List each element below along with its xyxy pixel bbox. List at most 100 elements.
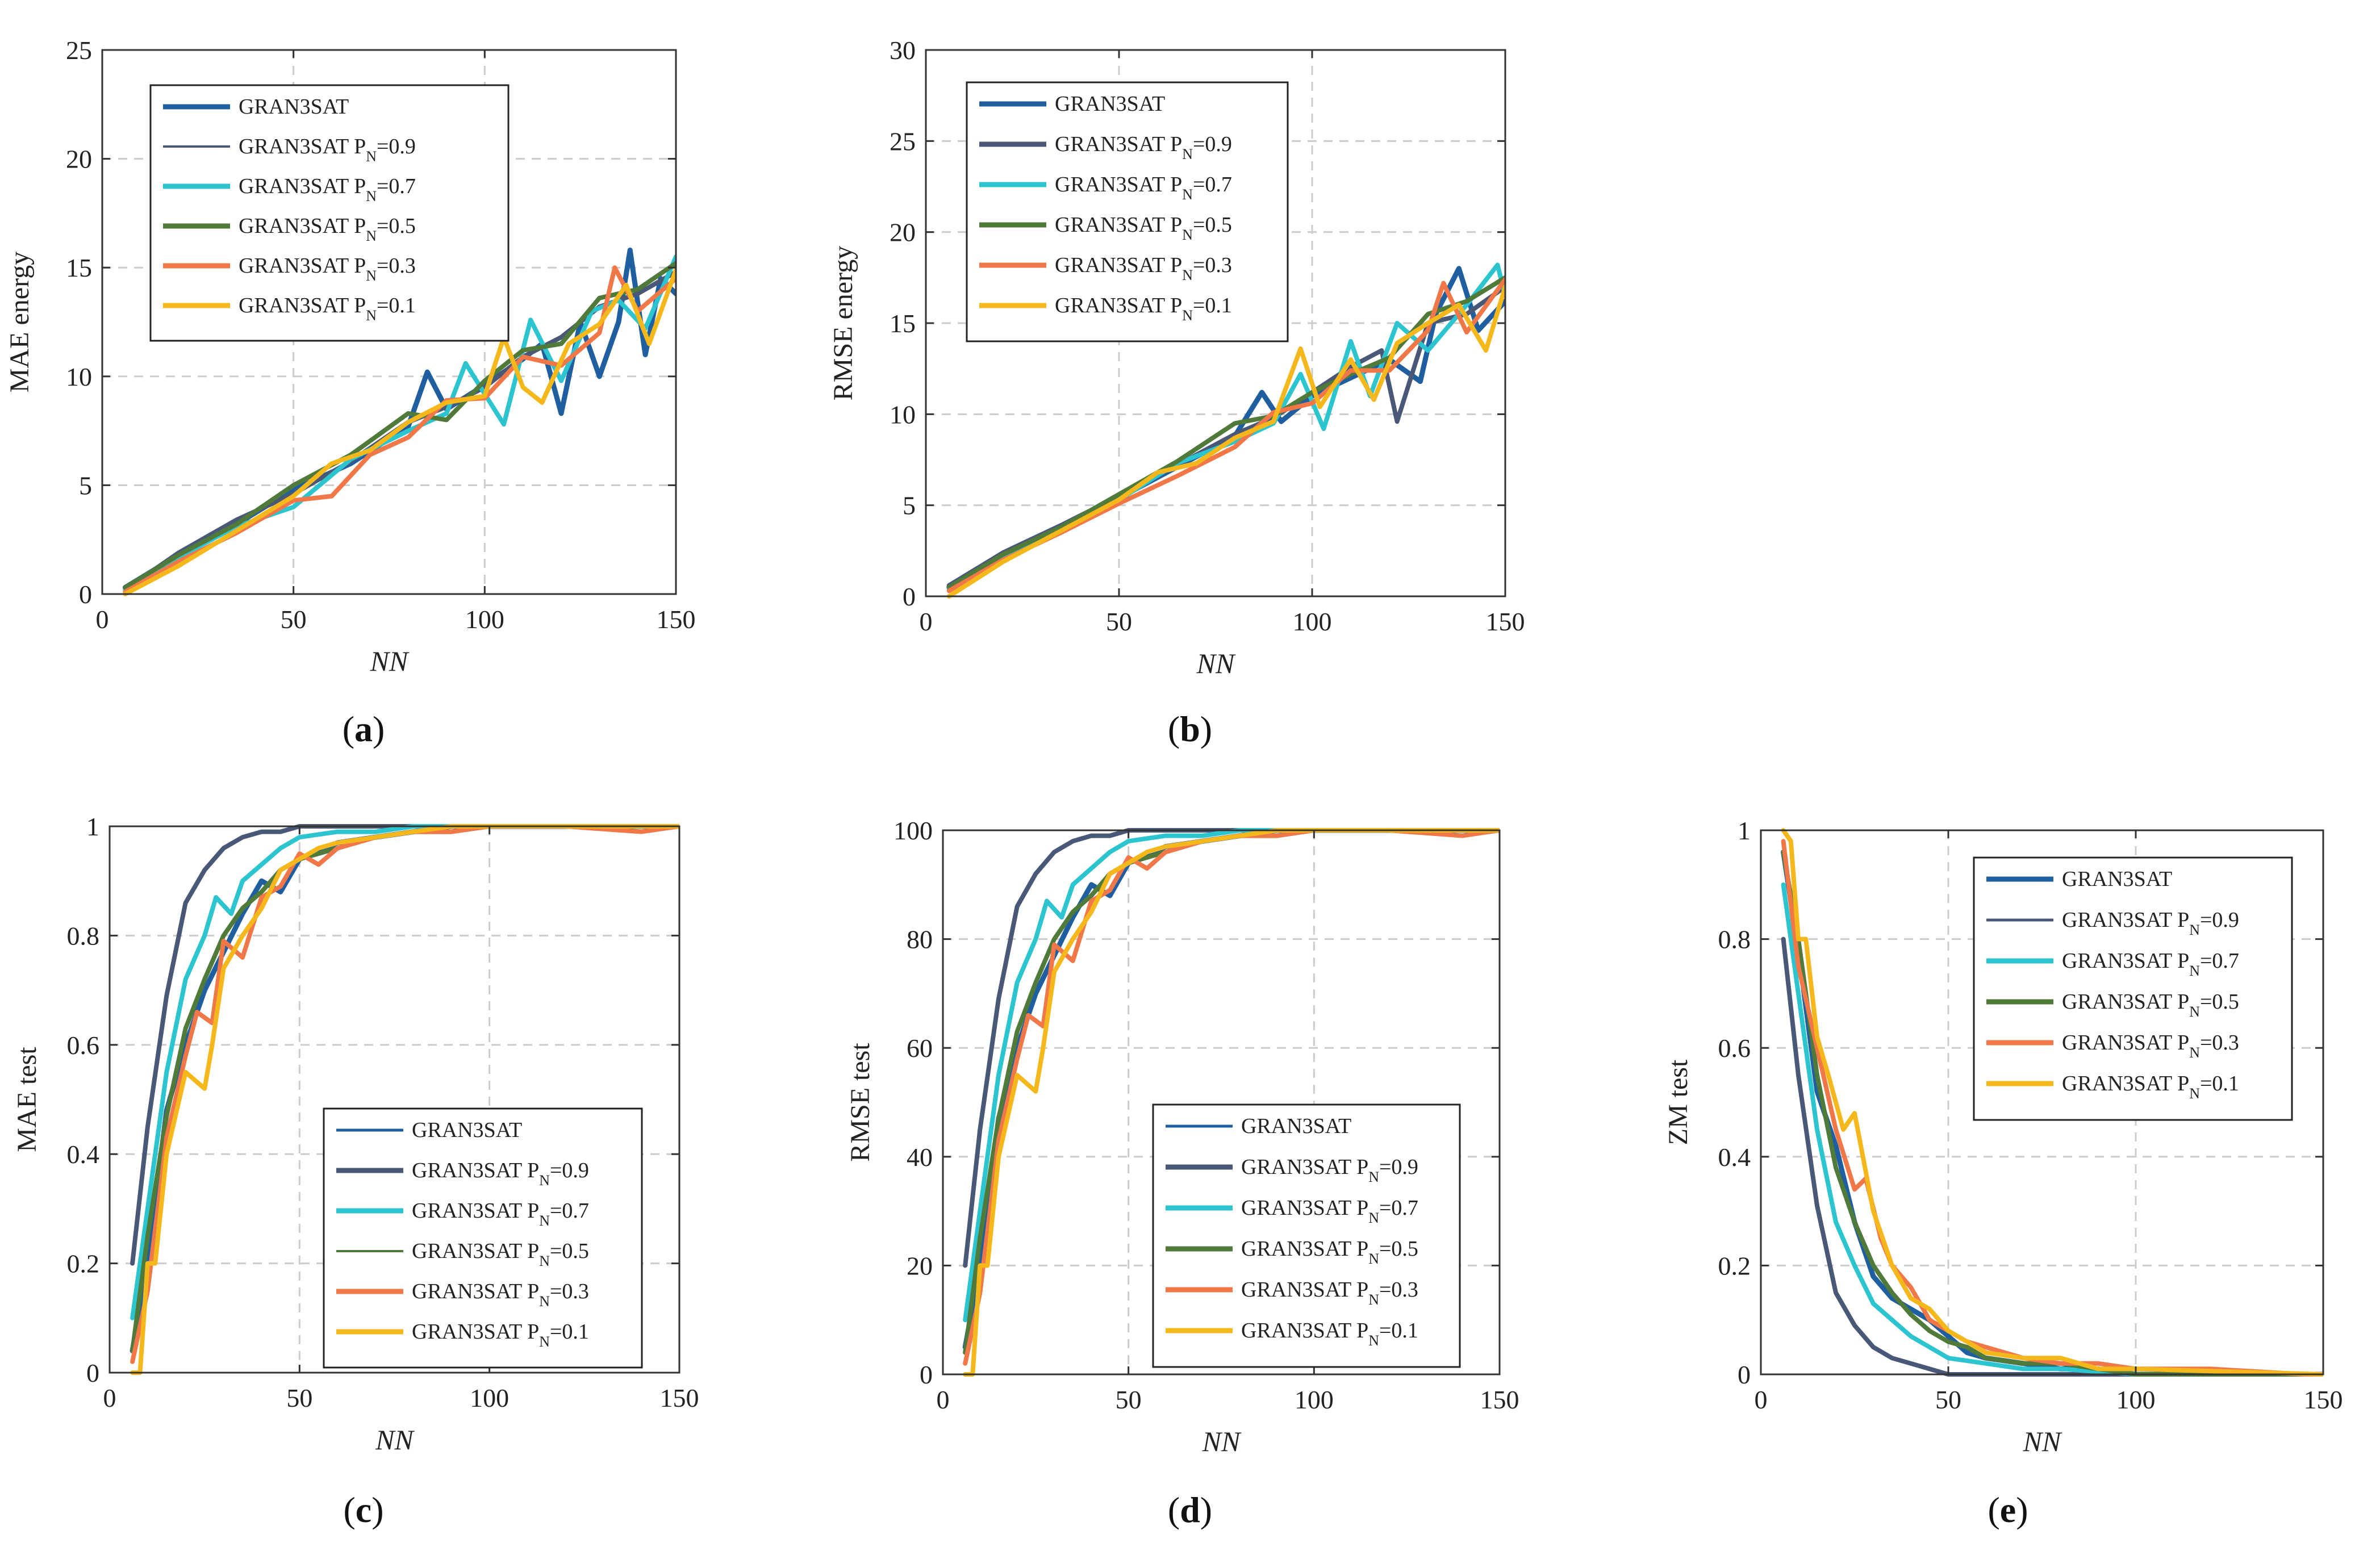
y-tick-label: 0.6 [1718,1034,1751,1063]
x-tick-label: 50 [281,605,307,634]
series-line-e-gran3sat-p-n-0-1 [1781,828,2323,1377]
y-tick-label: 20 [66,145,92,174]
y-tick-label: 20 [890,218,916,247]
legend-label-base: GRAN3SAT [2062,867,2172,891]
legend-label-base: GRAN3SAT [1055,92,1165,116]
legend-label-base: GRAN3SAT P [239,294,366,317]
legend-label-subscript: N [1368,1251,1379,1267]
y-axis-label-b: RMSE energy [828,246,858,400]
x-axis-label-a: NN [370,645,410,677]
legend-label-subscript: N [2189,922,2200,938]
legend-label: GRAN3SAT PN=0.5 [2062,990,2239,1020]
legend-label-value: =0.3 [2200,1031,2239,1055]
legend-label-value: =0.1 [377,294,416,317]
plot-frame-e [1760,829,2324,1375]
legend-label-base: GRAN3SAT P [1241,1237,1368,1261]
series-line-a-gran3sat-p-n-0-5 [123,261,676,590]
x-tick-label: 50 [1935,1385,1961,1414]
y-tick-label: 10 [890,400,916,429]
legend-label-base: GRAN3SAT P [412,1199,539,1223]
legend-label-value: =0.7 [1379,1196,1418,1220]
legend-label-base: GRAN3SAT P [412,1320,539,1344]
x-axis-label-c: NN [375,1424,415,1456]
legend-box-c [323,1107,643,1369]
y-tick-label: 80 [907,925,933,954]
legend-label: GRAN3SAT PN=0.9 [2062,908,2239,938]
y-tick-label: 1 [86,812,99,841]
legend-label-subscript: N [2189,963,2200,979]
legend-label-subscript: N [366,228,377,244]
x-tick-label: 50 [286,1383,312,1412]
legend-label: GRAN3SAT PN=0.3 [1055,253,1232,283]
legend-e: GRAN3SAT GRAN3SAT PN=0.9 GRAN3SAT PN=0.7 GR… [1973,856,2293,1121]
y-tick-label: 0 [79,580,92,609]
legend-label-value: =0.1 [550,1320,589,1344]
x-axis-label-e: NN [2023,1425,2062,1457]
legend-label-value: =0.1 [1379,1319,1418,1343]
legend-label-subscript: N [1182,146,1193,162]
legend-label: GRAN3SAT [1241,1114,1351,1138]
series-line-d-gran3sat-p-n-0-7 [963,828,1500,1323]
legend-label-value: =0.5 [1193,213,1232,237]
y-axis-label-a: MAE energy [5,252,35,392]
legend-label-subscript: N [1182,267,1193,283]
y-tick-label: 30 [890,36,916,65]
legend-label-base: GRAN3SAT P [239,174,366,198]
legend-label: GRAN3SAT PN=0.5 [239,214,416,244]
legend-label-base: GRAN3SAT P [1055,294,1182,317]
legend-label: GRAN3SAT PN=0.1 [1055,294,1232,324]
x-tick-label: 150 [2304,1385,2343,1414]
legend-label-subscript: N [1182,186,1193,203]
caption-d: (d) [1168,1490,1212,1530]
x-tick-label: 0 [920,607,933,636]
legend-label-subscript: N [1368,1210,1379,1226]
y-axis-label-e: ZM test [1663,1059,1693,1145]
legend-label-value: =0.9 [1193,132,1232,156]
legend-label: GRAN3SAT PN=0.9 [1241,1155,1418,1185]
y-tick-label: 5 [903,491,916,520]
legend-label: GRAN3SAT PN=0.5 [412,1239,589,1269]
legend-label-value: =0.5 [2200,990,2239,1014]
legend-label-value: =0.3 [377,254,416,278]
legend-label: GRAN3SAT PN=0.3 [1241,1278,1418,1308]
legend-label-subscript: N [366,148,377,165]
series-line-b-gran3sat-p-n-0-1 [946,284,1505,599]
legend-label-subscript: N [1368,1332,1379,1349]
x-tick-label: 100 [1293,607,1332,636]
legend-label-base: GRAN3SAT P [412,1239,539,1263]
legend-box-b [966,81,1289,342]
legend-label: GRAN3SAT [412,1118,522,1142]
legend-label-subscript: N [2189,1004,2200,1020]
plot-frame-c [108,825,680,1374]
legend-label-subscript: N [1368,1291,1379,1308]
legend-label-value: =0.9 [377,135,416,158]
series-line-c-gran3sat-p-n-0-7 [130,824,679,1320]
legend-label: GRAN3SAT PN=0.5 [1241,1237,1418,1267]
legend-label: GRAN3SAT PN=0.7 [2062,949,2239,979]
legend-label: GRAN3SAT PN=0.7 [1055,173,1232,203]
legend-label: GRAN3SAT PN=0.3 [2062,1031,2239,1061]
y-tick-label: 0.6 [67,1031,100,1060]
x-tick-label: 0 [1755,1385,1768,1414]
legend-label-subscript: N [539,1212,550,1229]
x-axis-label-d: NN [1202,1425,1242,1457]
legend-label-value: =0.3 [1379,1278,1418,1302]
legend-label-value: =0.7 [1193,173,1232,196]
legend-label-base: GRAN3SAT [412,1118,522,1142]
legend-label: GRAN3SAT PN=0.5 [1055,213,1232,243]
caption-a: (a) [343,709,385,749]
legend-label: GRAN3SAT [2062,867,2172,891]
y-tick-label: 0 [920,1360,933,1389]
y-tick-label: 0.2 [1718,1251,1751,1280]
series-line-d-gran3sat-p-n-0-1 [963,828,1500,1377]
legend-label-value: =0.9 [2200,908,2239,932]
y-tick-label: 40 [907,1143,933,1172]
y-tick-label: 0.4 [1718,1143,1751,1172]
x-tick-label: 150 [1486,607,1525,636]
legend-box-e [1973,856,2293,1121]
legend-label-base: GRAN3SAT P [1241,1319,1368,1343]
